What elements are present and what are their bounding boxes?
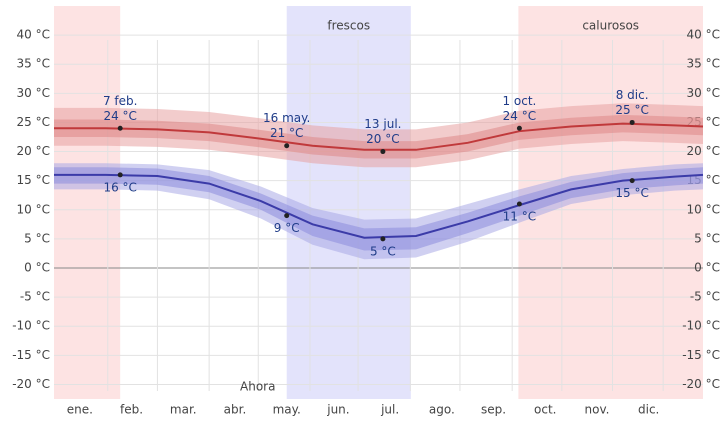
annotation-label: 5 °C (370, 244, 396, 258)
annotation-label: 20 °C (366, 132, 399, 146)
x-tick-label: jul. (380, 403, 399, 417)
annotation-label: 25 °C (615, 103, 648, 117)
season-region (54, 6, 121, 399)
annotation-dot (117, 125, 123, 131)
temperature-band (54, 167, 703, 251)
x-tick-label: oct. (534, 403, 556, 417)
season-label: frescos (327, 19, 370, 33)
annotation-dot (380, 149, 386, 155)
annotation-date: 13 jul. (364, 117, 401, 131)
y-tick-label: 40 °C (17, 28, 50, 42)
y-tick-label: -5 °C (20, 290, 50, 304)
season-label: calurosos (582, 19, 639, 33)
x-tick-label: abr. (224, 403, 247, 417)
x-tick-label: may. (273, 403, 301, 417)
annotation-label: 21 °C (270, 126, 303, 140)
annotation-date: 1 oct. (502, 94, 536, 108)
y-tick-label: 15 °C (17, 173, 50, 187)
y-tick-label: -10 °C (12, 319, 50, 333)
y-tick-label: 10 °C (17, 202, 50, 216)
y-tick-label-right: 30 °C (687, 86, 720, 100)
y-tick-label-right: 40 °C (687, 28, 720, 42)
annotation-label: 16 °C (103, 180, 136, 194)
annotation-dot (516, 201, 522, 207)
annotation-dot (380, 236, 386, 242)
x-tick-label: dic. (638, 403, 659, 417)
annotation-dot (629, 119, 635, 125)
y-tick-label-right: 20 °C (687, 144, 720, 158)
x-tick-label: mar. (170, 403, 197, 417)
annotation-date: 16 may. (263, 111, 310, 125)
y-tick-label: -15 °C (12, 348, 50, 362)
y-tick-label-right: 5 °C (694, 231, 720, 245)
annotation-dot (284, 143, 290, 149)
y-tick-label: -20 °C (12, 377, 50, 391)
y-tick-label: 25 °C (17, 115, 50, 129)
temperature-band (54, 103, 703, 168)
temperature-line (54, 173, 704, 239)
y-tick-label-right: -20 °C (682, 377, 720, 391)
y-tick-label-right: 0 °C (694, 261, 720, 275)
annotation-dot (629, 178, 635, 184)
x-tick-label: ago. (429, 403, 455, 417)
y-tick-label: 20 °C (17, 144, 50, 158)
y-tick-label-right: -15 °C (682, 348, 720, 362)
y-tick-label: 5 °C (24, 231, 50, 245)
annotation-label: 15 °C (615, 186, 648, 200)
annotation-label: 24 °C (103, 109, 136, 123)
annotation-dot (284, 213, 290, 219)
season-region (286, 6, 411, 399)
y-tick-label-right: 10 °C (687, 202, 720, 216)
annotation-dot (516, 125, 522, 131)
x-tick-label: nov. (585, 403, 610, 417)
annotation-dot (117, 172, 123, 178)
temperature-band (54, 114, 703, 159)
temperature-line (54, 122, 704, 151)
annotation-label: 9 °C (274, 221, 300, 235)
y-tick-label-right: -5 °C (690, 290, 720, 304)
y-tick-label: 35 °C (17, 57, 50, 71)
x-tick-label: feb. (120, 403, 143, 417)
x-tick-label: jun. (326, 403, 349, 417)
y-tick-label: 30 °C (17, 86, 50, 100)
annotation-date: 7 feb. (103, 94, 138, 108)
y-tick-label: 0 °C (24, 261, 50, 275)
annotation-label: 24 °C (503, 109, 536, 123)
x-tick-label: ene. (67, 403, 93, 417)
y-tick-label-right: -10 °C (682, 319, 720, 333)
annotation-date: 8 dic. (616, 88, 649, 102)
y-tick-label-right: 35 °C (687, 57, 720, 71)
annotation-label: 11 °C (503, 209, 536, 223)
x-tick-label: sep. (481, 403, 506, 417)
now-label: Ahora (240, 380, 275, 394)
